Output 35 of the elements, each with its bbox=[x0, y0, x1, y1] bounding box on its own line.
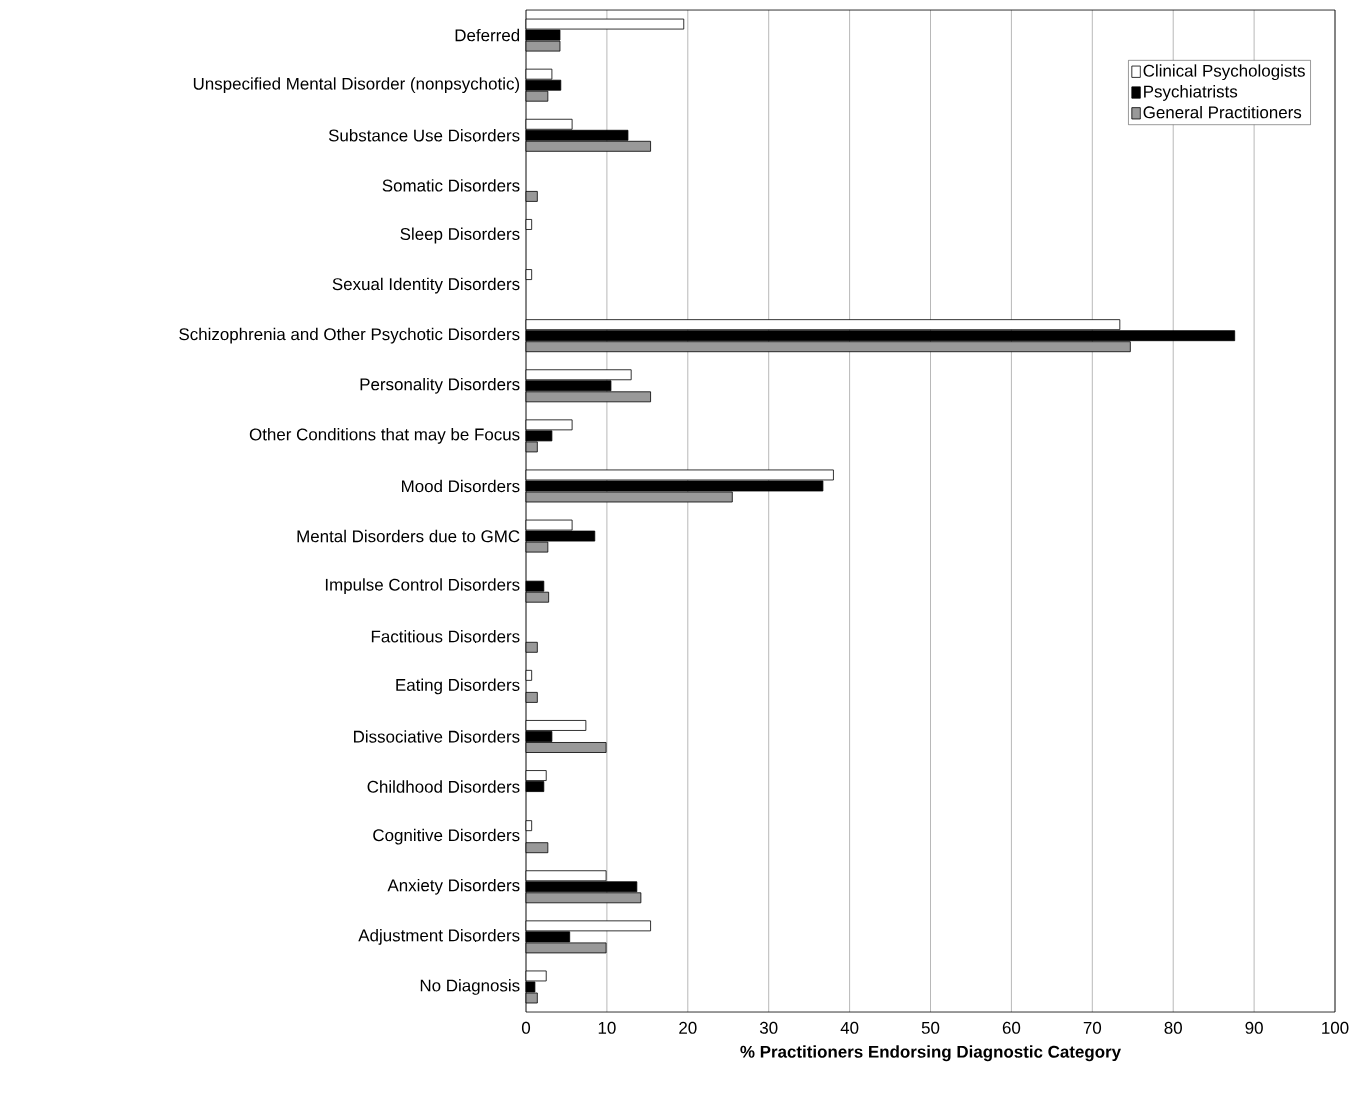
y-tick-label: Eating Disorders bbox=[396, 678, 520, 695]
y-tick-label: Sexual Identity Disorders bbox=[332, 277, 520, 294]
x-axis-title: % Practitioners Endorsing Diagnostic Category bbox=[740, 1045, 1121, 1062]
y-tick-label: Anxiety Disorders bbox=[387, 878, 520, 895]
y-tick-label: Schizophrenia and Other Psychotic Disorders bbox=[179, 327, 520, 344]
y-tick-label: Factitious Disorders bbox=[371, 630, 520, 643]
legend-label: Psychiatrists bbox=[1144, 85, 1238, 101]
x-tick-label: 10 bbox=[598, 1021, 616, 1034]
y-tick-label: Somatic Disorders bbox=[382, 179, 520, 192]
y-tick-label: Impulse Control Disorders bbox=[325, 578, 520, 595]
y-tick-label: Other Conditions that may be Focus bbox=[249, 427, 520, 444]
y-tick-label: Childhood Disorders bbox=[367, 780, 520, 793]
y-tick-label: Sleep Disorders bbox=[400, 227, 520, 244]
x-tick-label: 80 bbox=[1164, 1021, 1182, 1034]
y-tick-label: Mental Disorders due to GMC bbox=[297, 529, 520, 543]
y-tick-label: Cognitive Disorders bbox=[373, 828, 520, 845]
y-tick-label: Substance Use Disorders bbox=[328, 129, 520, 142]
y-tick-label: Mood Disorders bbox=[402, 479, 520, 493]
y-tick-label: Dissociative Disorders bbox=[354, 730, 520, 743]
x-tick-label: 70 bbox=[1083, 1021, 1102, 1034]
x-tick-label: 30 bbox=[759, 1021, 778, 1034]
y-tick-label: Personality Disorders bbox=[360, 377, 520, 394]
x-tick-label: 0 bbox=[521, 1021, 531, 1034]
x-tick-label: 40 bbox=[840, 1021, 859, 1034]
x-tick-label: 60 bbox=[1002, 1021, 1021, 1034]
y-tick-label: Unspecified Mental Disorder (nonpsychotic) bbox=[193, 77, 520, 94]
x-tick-label: 50 bbox=[921, 1021, 940, 1034]
y-tick-label: No Diagnosis bbox=[420, 979, 520, 995]
x-tick-label: 90 bbox=[1245, 1021, 1263, 1034]
y-tick-label: Deferred bbox=[455, 28, 520, 42]
x-tick-label: 100 bbox=[1322, 1021, 1349, 1034]
legend-label: General Practitioners bbox=[1143, 105, 1302, 119]
x-tick-label: 20 bbox=[679, 1021, 697, 1034]
legend-label: Clinical Psychologists bbox=[1143, 64, 1305, 81]
y-tick-label: Adjustment Disorders bbox=[358, 928, 520, 945]
